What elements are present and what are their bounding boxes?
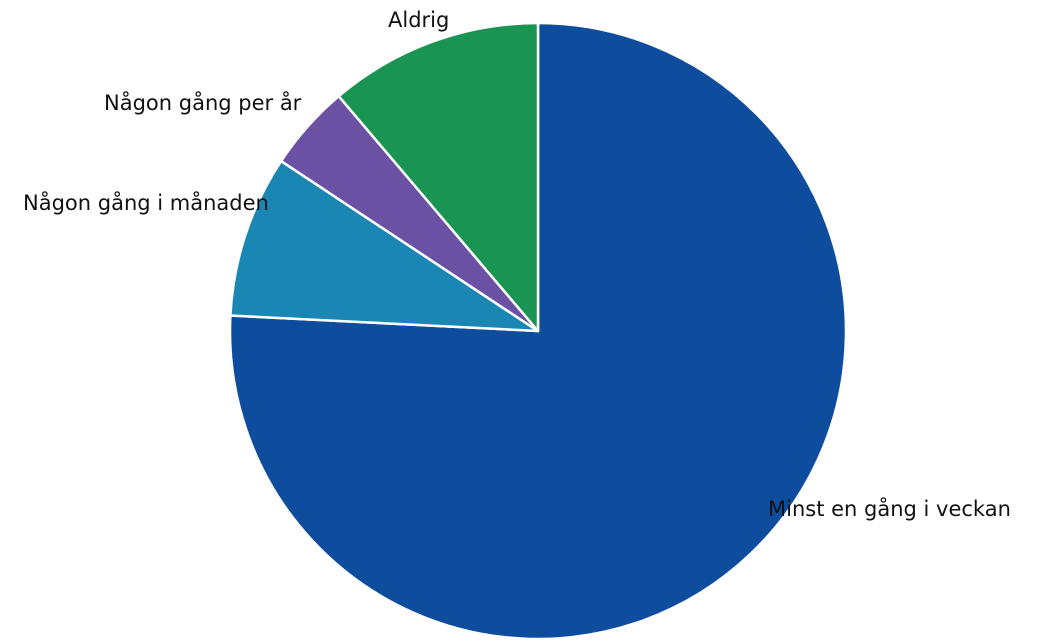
slice-label-aldrig: Aldrig <box>388 8 449 32</box>
slice-label-minst-en-gang-i-veckan: Minst en gång i veckan <box>768 496 1011 521</box>
pie-labels: Minst en gång i veckan Någon gång i måna… <box>23 8 1011 521</box>
slice-label-nagon-gang-i-manaden: Någon gång i månaden <box>23 190 269 215</box>
pie-slice-nagon-gang-i-manaden <box>229 159 540 333</box>
pie-slice-minst-en-gang-i-veckan <box>228 21 848 641</box>
pie-slice-aldrig <box>337 21 540 333</box>
slice-label-nagon-gang-per-ar: Någon gång per år <box>104 90 302 115</box>
pie-slices <box>228 21 848 641</box>
